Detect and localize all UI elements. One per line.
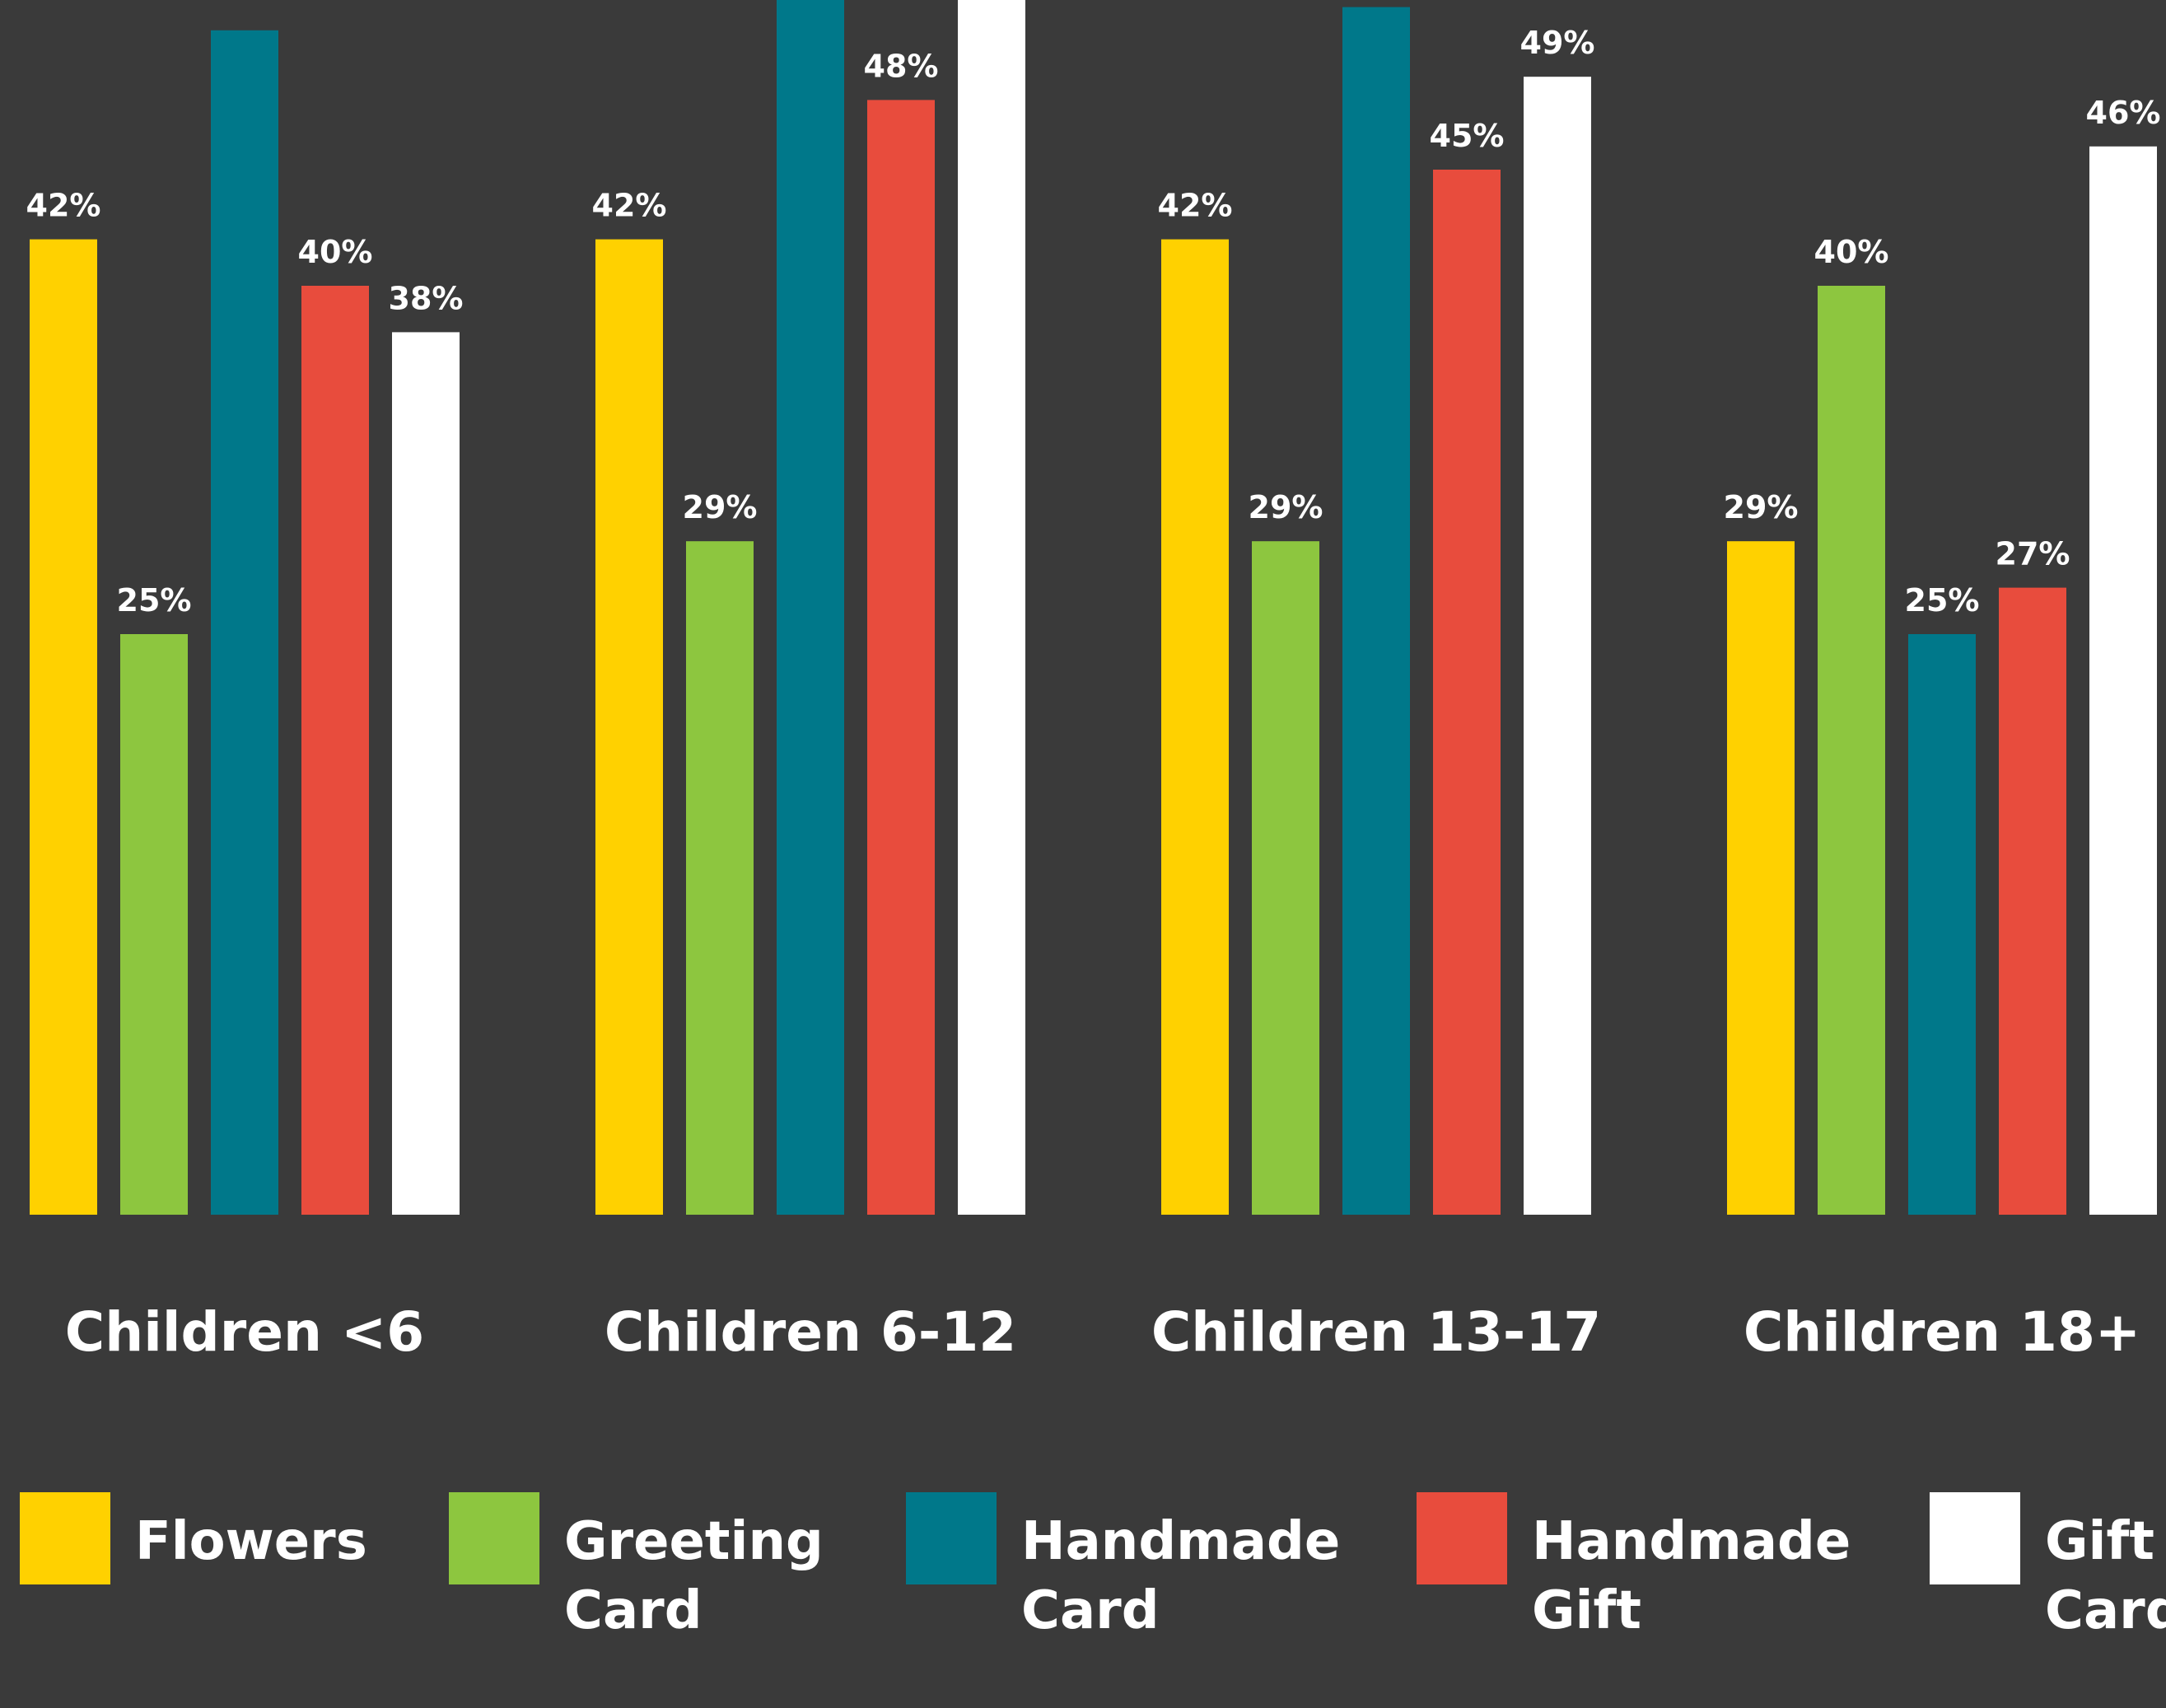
bar-greeting-card-1 xyxy=(120,634,188,1215)
category-labels: Children <6 Children 6-12 Children 13-17 Ch… xyxy=(65,1300,2140,1364)
category-label-3: Children 13-17 xyxy=(1151,1300,1601,1364)
bar-gift-card-1 xyxy=(392,332,460,1215)
category-label-1: Children <6 xyxy=(65,1300,424,1364)
data-label-greeting-card-3: 29% xyxy=(1249,489,1323,525)
legend-swatch-3 xyxy=(906,1492,997,1584)
data-label-gift-card-1: 38% xyxy=(389,280,464,316)
bar-handmade-gift-4 xyxy=(1999,587,2066,1215)
bar-flowers-3 xyxy=(1161,239,1229,1216)
data-label-flowers-4: 29% xyxy=(1724,489,1799,525)
legend-label-5-line-2: Card xyxy=(2045,1580,2166,1641)
data-label-greeting-card-1: 25% xyxy=(117,582,192,618)
legend-label-3-line-2: Card xyxy=(1021,1580,1160,1641)
data-label-greeting-card-4: 40% xyxy=(1814,234,1889,270)
data-label-flowers-2: 42% xyxy=(592,188,667,224)
bar-greeting-card-2 xyxy=(686,541,754,1215)
legend-label-2-line-2: Card xyxy=(564,1580,703,1641)
legend-swatch-2 xyxy=(449,1492,539,1584)
data-label-handmade-gift-1: 40% xyxy=(298,234,373,270)
data-label-flowers-3: 42% xyxy=(1158,188,1233,224)
bar-handmade-card-2 xyxy=(777,0,844,1216)
legend-swatch-1 xyxy=(20,1492,110,1584)
bar-gift-card-4 xyxy=(2089,146,2157,1215)
bar-gift-card-2 xyxy=(958,0,1025,1216)
legend-label-2-line-1: Greeting xyxy=(564,1511,824,1572)
bar-flowers-2 xyxy=(595,239,663,1216)
legend-label-4-line-2: Gift xyxy=(1532,1580,1641,1641)
bar-handmade-card-1 xyxy=(211,30,278,1215)
legend-label-4-line-1: Handmade xyxy=(1532,1511,1851,1572)
legend-label-1-line-1: Flowers xyxy=(135,1511,367,1572)
legend-label-3-line-1: Handmade xyxy=(1021,1511,1340,1572)
legend-swatch-5 xyxy=(1930,1492,2020,1584)
data-label-gift-card-4: 46% xyxy=(2086,95,2161,131)
bar-greeting-card-4 xyxy=(1818,286,1885,1215)
data-label-handmade-gift-4: 27% xyxy=(1996,536,2070,572)
bar-handmade-gift-2 xyxy=(867,100,935,1215)
bar-handmade-card-4 xyxy=(1908,634,1976,1215)
data-label-greeting-card-2: 29% xyxy=(683,489,758,525)
legend-label-5-line-1: Gift xyxy=(2045,1511,2154,1572)
legend-swatch-4 xyxy=(1417,1492,1507,1584)
bar-greeting-card-3 xyxy=(1252,541,1319,1215)
bar-flowers-4 xyxy=(1727,541,1795,1215)
bar-handmade-gift-1 xyxy=(301,286,369,1215)
bar-flowers-1 xyxy=(30,239,97,1216)
category-label-2: Children 6-12 xyxy=(605,1300,1016,1364)
bar-handmade-gift-3 xyxy=(1433,170,1501,1215)
legend: Flowers Greeting Card Handmade Card Handmade G… xyxy=(20,1492,2166,1641)
bar-gift-card-3 xyxy=(1524,77,1591,1216)
bars-layer: 42% 25% 40% 38% 42% 29% 48% 42% 29% 45% 49% 29% 40% 2… xyxy=(26,0,2161,1216)
bar-handmade-card-3 xyxy=(1342,7,1410,1216)
data-label-handmade-gift-3: 45% xyxy=(1430,118,1505,154)
data-label-gift-card-3: 49% xyxy=(1520,25,1595,61)
data-label-flowers-1: 42% xyxy=(26,188,101,224)
data-label-handmade-gift-2: 48% xyxy=(864,48,939,84)
data-label-handmade-card-4: 25% xyxy=(1905,582,1980,618)
category-label-4: Children 18+ xyxy=(1744,1300,2140,1364)
